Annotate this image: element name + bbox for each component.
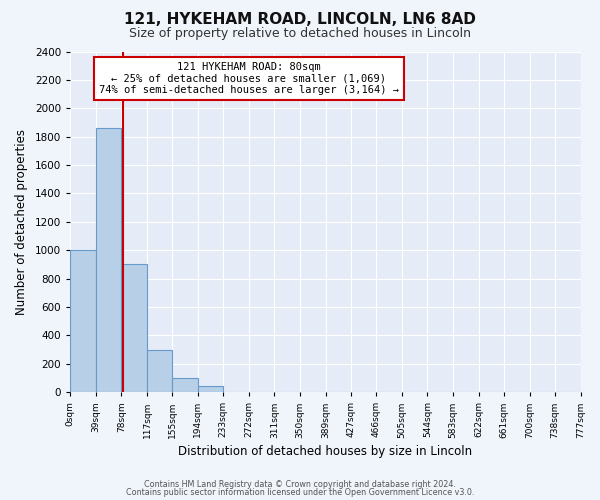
Text: Contains HM Land Registry data © Crown copyright and database right 2024.: Contains HM Land Registry data © Crown c… (144, 480, 456, 489)
X-axis label: Distribution of detached houses by size in Lincoln: Distribution of detached houses by size … (178, 444, 472, 458)
Text: 121 HYKEHAM ROAD: 80sqm
← 25% of detached houses are smaller (1,069)
74% of semi: 121 HYKEHAM ROAD: 80sqm ← 25% of detache… (99, 62, 399, 95)
Bar (147, 350, 172, 392)
Bar (197, 386, 223, 392)
Bar (172, 378, 197, 392)
Bar (70, 250, 96, 392)
Bar (96, 128, 121, 392)
Y-axis label: Number of detached properties: Number of detached properties (15, 129, 28, 315)
Text: Contains public sector information licensed under the Open Government Licence v3: Contains public sector information licen… (126, 488, 474, 497)
Text: 121, HYKEHAM ROAD, LINCOLN, LN6 8AD: 121, HYKEHAM ROAD, LINCOLN, LN6 8AD (124, 12, 476, 28)
Text: Size of property relative to detached houses in Lincoln: Size of property relative to detached ho… (129, 28, 471, 40)
Bar (121, 264, 147, 392)
